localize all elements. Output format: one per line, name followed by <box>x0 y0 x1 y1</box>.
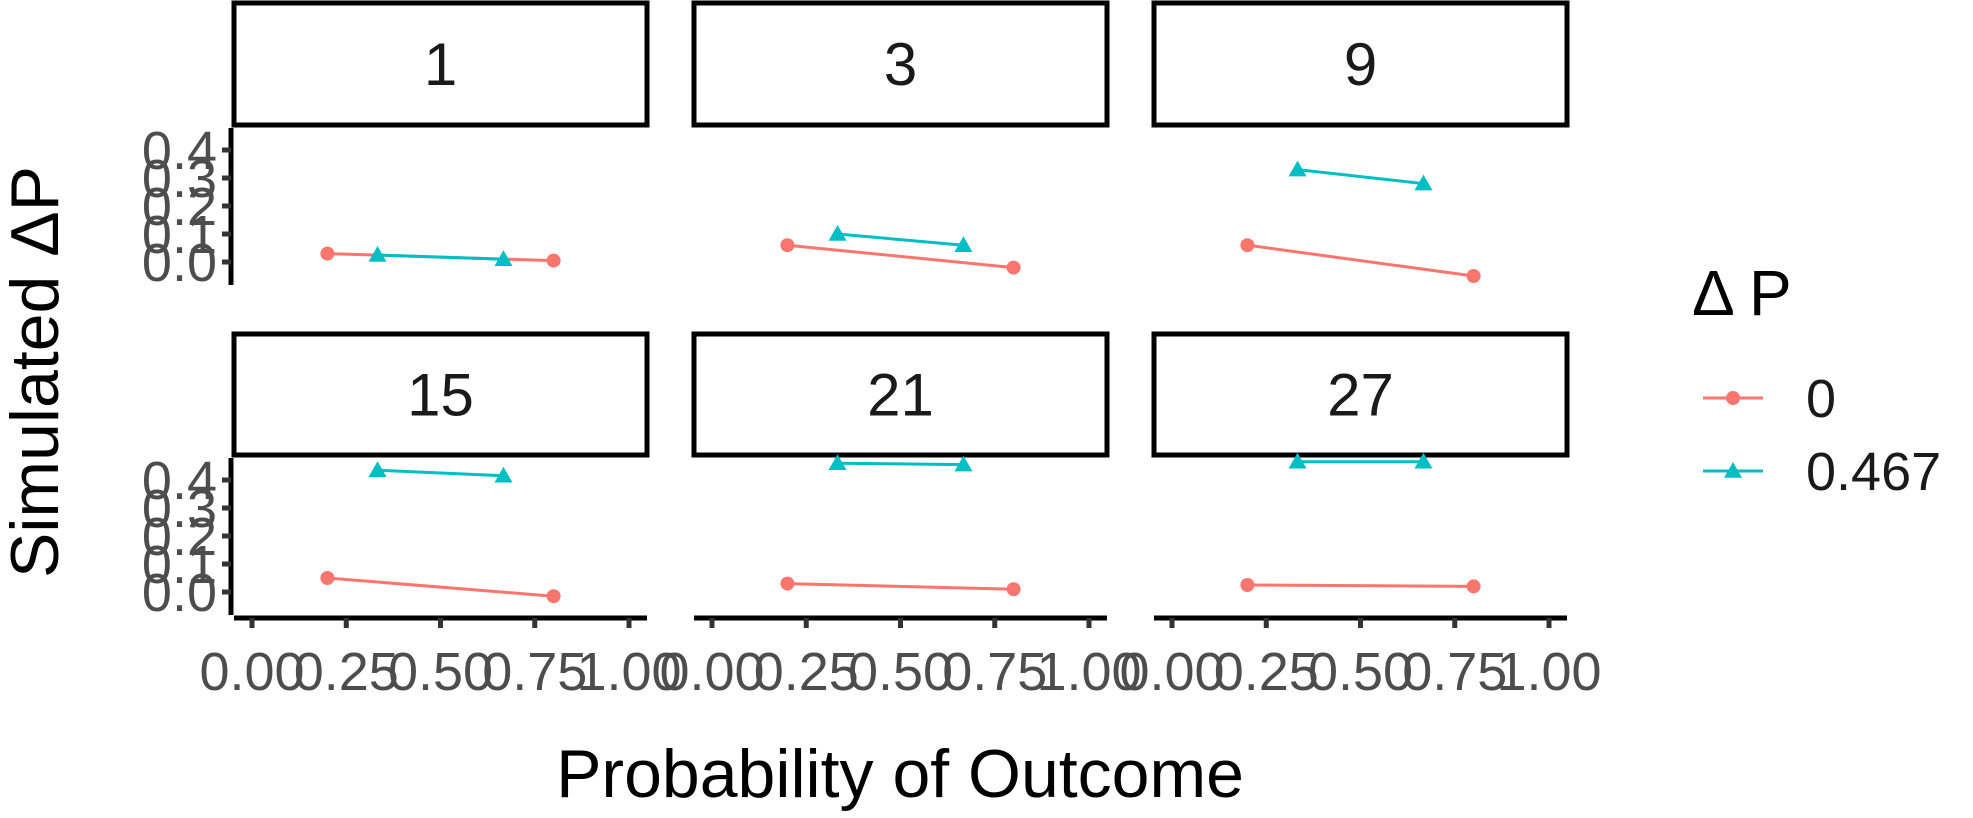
facet-strip <box>1151 0 1570 128</box>
data-point <box>494 250 513 266</box>
x-tick-label: 0.50 <box>848 642 953 702</box>
facet-strip-label: 9 <box>1344 31 1377 98</box>
facet-strip <box>1151 331 1570 458</box>
series-line <box>1247 243 1474 278</box>
legend-key-marker <box>1726 391 1740 405</box>
data-point <box>1006 582 1021 597</box>
series-line <box>837 461 964 467</box>
data-point <box>1466 579 1481 594</box>
facet-strip-label: 21 <box>867 362 934 429</box>
y-tick-label: 0.2 <box>142 177 217 237</box>
data-point <box>780 238 795 253</box>
facet-strip-label: 27 <box>1327 362 1394 429</box>
y-tick-label: 0.4 <box>142 121 217 181</box>
series-line <box>377 253 504 261</box>
x-tick-label: 0.00 <box>1119 642 1224 702</box>
data-point <box>1288 452 1307 469</box>
data-point <box>546 589 561 604</box>
facet-strip <box>691 0 1110 128</box>
data-point <box>1466 269 1481 283</box>
data-point <box>546 253 561 268</box>
x-tick-label: 1.00 <box>1036 642 1141 702</box>
x-tick-label: 0.50 <box>388 642 493 702</box>
x-tick-label: 0.75 <box>1402 642 1507 702</box>
data-point <box>1414 174 1433 191</box>
y-tick-label: 0.2 <box>142 507 217 567</box>
x-tick-label: 0.25 <box>1214 642 1319 702</box>
y-tick-label: 0.3 <box>142 149 217 209</box>
x-tick-label: 0.00 <box>199 642 304 702</box>
x-tick-label: 0.50 <box>1308 642 1413 702</box>
x-tick-label: 1.00 <box>1496 642 1601 702</box>
y-axis-title: Simulated ΔP <box>0 166 73 578</box>
y-tick-label: 0.1 <box>142 535 217 595</box>
series-line <box>837 232 964 247</box>
data-point <box>1006 260 1021 275</box>
legend-label: 0 <box>1806 369 1836 429</box>
y-tick-label: 0.3 <box>142 479 217 539</box>
y-tick-label: 0.4 <box>142 451 217 511</box>
data-point <box>494 466 513 483</box>
data-point <box>368 461 387 477</box>
legend-label: 0.467 <box>1806 442 1941 502</box>
series-line <box>1297 168 1424 186</box>
facet-panels: 10.00.10.20.30.43 9150.00.10.20.30.40.000… <box>142 0 1602 702</box>
y-tick-label: 0.0 <box>142 233 217 293</box>
data-point <box>1288 160 1307 177</box>
legend-title: Δ P <box>1692 257 1792 329</box>
data-point <box>368 246 387 262</box>
data-point <box>780 576 795 591</box>
series-line <box>377 468 504 478</box>
data-point <box>954 455 973 472</box>
data-point <box>954 236 973 252</box>
x-tick-label: 0.75 <box>942 642 1047 702</box>
data-point <box>1414 452 1433 469</box>
x-axis-title: Probability of Outcome <box>556 736 1244 812</box>
data-point <box>828 454 847 470</box>
series-line <box>327 576 554 598</box>
facet-strip <box>691 331 1110 458</box>
x-tick-label: 1.00 <box>576 642 681 702</box>
facet-strip-label: 15 <box>407 362 474 429</box>
x-tick-label: 0.25 <box>294 642 399 702</box>
data-point <box>1240 238 1255 253</box>
series-line <box>787 582 1014 591</box>
legend-key-marker <box>1724 462 1742 478</box>
series-line <box>1247 583 1474 588</box>
y-tick-label: 0.0 <box>142 563 217 623</box>
facet-strip <box>231 331 650 458</box>
data-point <box>320 246 335 261</box>
facet-strip-label: 1 <box>424 31 457 98</box>
series-line <box>787 243 1014 270</box>
facet-strip-label: 3 <box>884 31 917 98</box>
x-tick-label: 0.25 <box>754 642 859 702</box>
data-point <box>828 225 847 241</box>
legend: Δ P 0 0.467 <box>1692 257 1941 502</box>
y-tick-label: 0.1 <box>142 205 217 265</box>
x-tick-label: 0.75 <box>482 642 587 702</box>
data-point <box>320 571 335 585</box>
x-tick-label: 0.00 <box>659 642 764 702</box>
data-point <box>1240 578 1255 592</box>
facet-strip <box>231 0 650 128</box>
